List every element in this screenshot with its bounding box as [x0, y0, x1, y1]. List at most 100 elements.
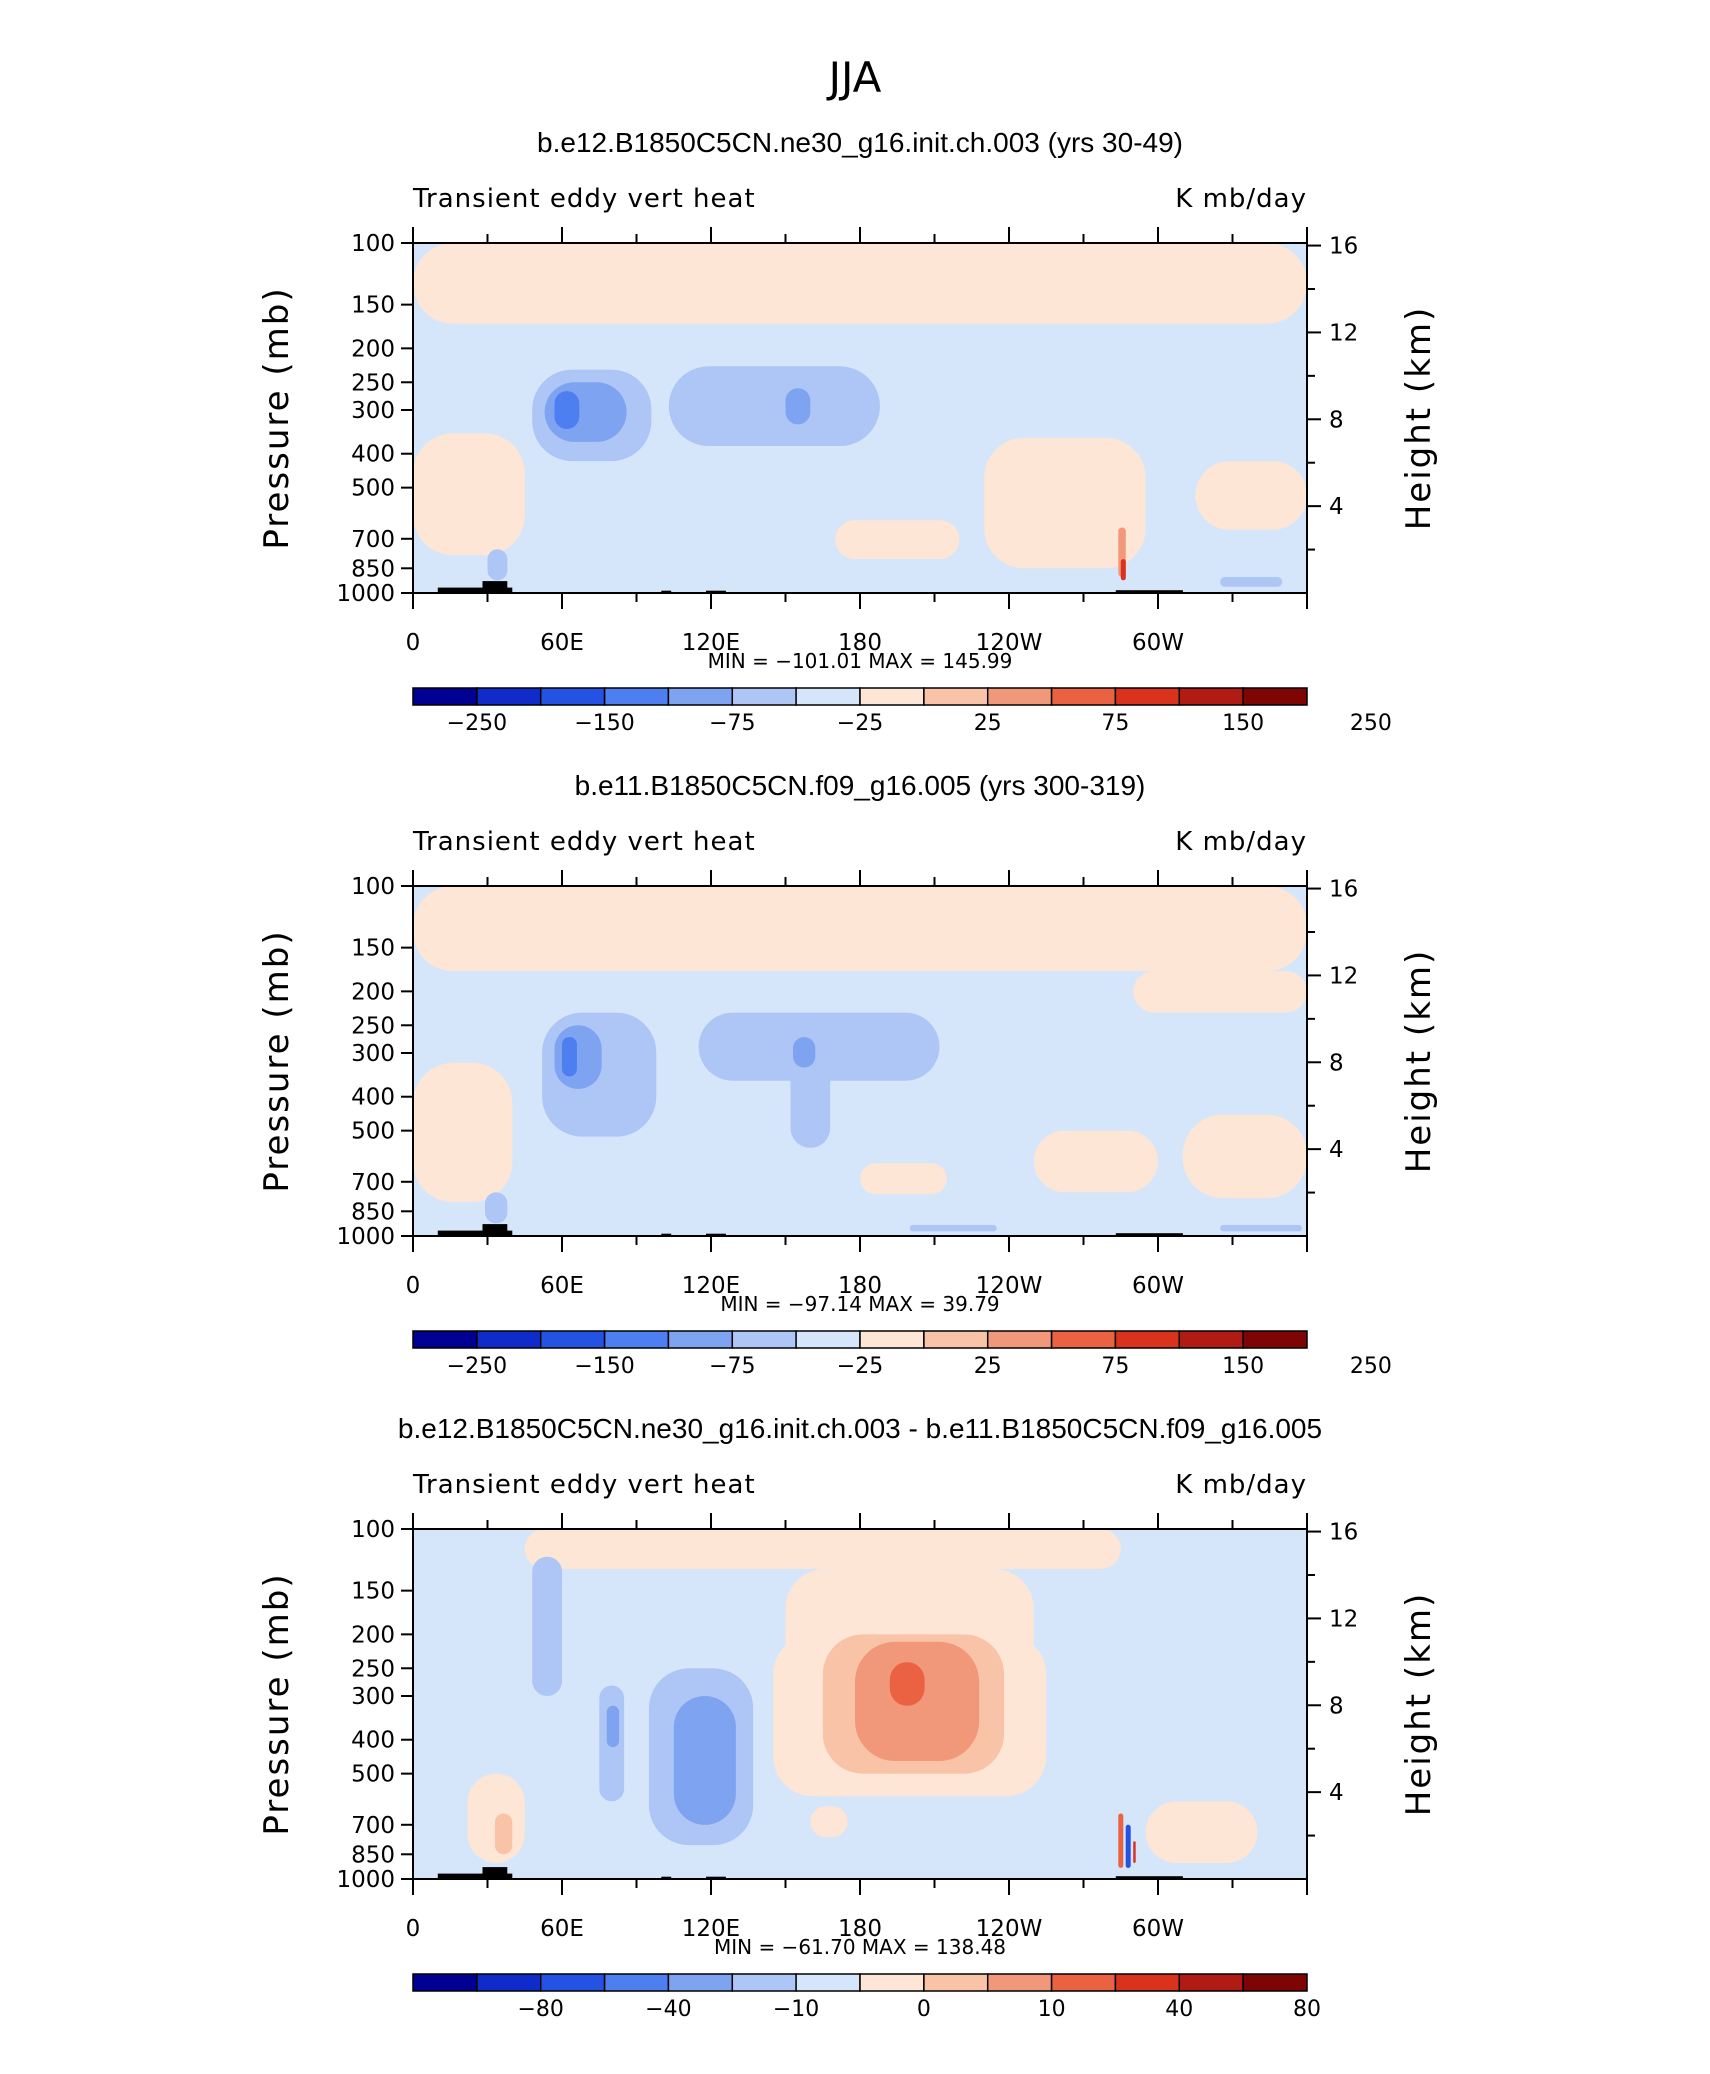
- colorbar-label: −40: [645, 1997, 691, 2022]
- left-string: Transient eddy vert heat: [412, 1470, 756, 1500]
- x-tick-label: 0: [406, 630, 421, 656]
- contour-region: [524, 1529, 1121, 1569]
- topography: [1115, 1876, 1183, 1879]
- y-right-tick-label: 8: [1329, 1693, 1344, 1719]
- colorbar-box: [1050, 1973, 1117, 1992]
- contour-region: [835, 520, 960, 559]
- colorbar-box: [1114, 687, 1181, 706]
- y-axis-label: Pressure (mb): [257, 1572, 297, 1835]
- contour-fill: [413, 1529, 1307, 1879]
- y-tick-label: 100: [351, 1517, 395, 1543]
- colorbar-label: −25: [837, 1354, 883, 1379]
- y-tick-label: 1000: [336, 1867, 395, 1893]
- contour-region: [532, 1556, 562, 1696]
- colorbar-label: 25: [974, 1354, 1002, 1379]
- left-string: Transient eddy vert heat: [412, 184, 756, 214]
- units-label: K mb/day: [1175, 184, 1307, 214]
- colorbar-box: [412, 1973, 478, 1992]
- colorbar-box: [1178, 1973, 1244, 1992]
- y-tick-label: 400: [351, 442, 395, 468]
- contour-fill: [413, 886, 1307, 1232]
- colorbar-label: 10: [1038, 1997, 1066, 2022]
- y-right-tick-label: 16: [1329, 234, 1358, 260]
- contour-region: [793, 1037, 816, 1068]
- colorbar-box: [795, 1973, 861, 1992]
- colorbar-label: 80: [1293, 1997, 1321, 2022]
- y-axis-label: Pressure (mb): [257, 286, 297, 549]
- units-label: K mb/day: [1175, 827, 1307, 857]
- y-tick-label: 200: [351, 979, 395, 1005]
- contour-region: [413, 1062, 513, 1203]
- contour-region: [889, 1662, 925, 1706]
- left-string: Transient eddy vert heat: [412, 827, 756, 857]
- topography: [1115, 590, 1183, 593]
- colorbar-label: −250: [447, 1354, 507, 1379]
- contour-region: [785, 388, 811, 425]
- contour-region: [1182, 1114, 1307, 1199]
- colorbar-box: [667, 1973, 734, 1992]
- y-tick-label: 150: [351, 293, 395, 319]
- colorbar-label: 25: [974, 711, 1002, 736]
- y-right-tick-label: 16: [1329, 1520, 1358, 1546]
- contour-region: [554, 1025, 602, 1089]
- y-right-tick-label: 16: [1329, 877, 1358, 903]
- colorbar-label: −250: [447, 711, 507, 736]
- colorbar-box: [986, 687, 1053, 706]
- contour-region: [1133, 971, 1307, 1013]
- y-tick-label: 300: [351, 1684, 395, 1710]
- colorbar-box: [986, 1330, 1053, 1349]
- topography: [661, 590, 672, 593]
- contour-region: [487, 549, 508, 581]
- colorbar-box: [923, 1330, 989, 1349]
- contour-region: [790, 1053, 831, 1148]
- y-right-axis-label: Height (km): [1399, 306, 1439, 531]
- y-right-axis-label: Height (km): [1399, 1592, 1439, 1817]
- y-tick-label: 400: [351, 1085, 395, 1111]
- contour-region: [698, 1012, 940, 1081]
- colorbar-box: [603, 1973, 670, 1992]
- y-tick-label: 200: [351, 336, 395, 362]
- contour-region: [1220, 577, 1283, 587]
- y-right-axis-label: Height (km): [1399, 949, 1439, 1174]
- x-tick-label: 0: [406, 1916, 421, 1942]
- topography: [482, 1867, 508, 1879]
- colorbar-label: 150: [1222, 711, 1264, 736]
- colorbar-box: [859, 687, 925, 706]
- x-tick-label: 120W: [976, 1916, 1043, 1942]
- colorbar-box: [986, 1973, 1053, 1992]
- y-tick-label: 100: [351, 231, 395, 257]
- panel-title: b.e12.B1850C5CN.ne30_g16.init.ch.003 - b…: [398, 1413, 1322, 1444]
- contour-region: [1125, 1824, 1131, 1868]
- colorbar-label: 0: [917, 1997, 931, 2022]
- colorbar-box: [1242, 687, 1308, 706]
- colorbar: −80 −40 −10 0 10 40 80: [412, 1973, 1321, 2022]
- x-tick-label: 120W: [976, 630, 1043, 656]
- topography: [706, 1233, 726, 1236]
- colorbar-label: −150: [574, 711, 634, 736]
- x-tick-label: 60E: [540, 630, 584, 656]
- colorbar: −250 −150 −75 −25 25 75 150 250: [412, 1330, 1392, 1379]
- y-right-tick-label: 4: [1329, 1780, 1344, 1806]
- panel-f09: b.e11.B1850C5CN.f09_g16.005 (yrs 300-319…: [257, 770, 1439, 1379]
- contour-region: [673, 1696, 736, 1825]
- colorbar-box: [667, 1330, 734, 1349]
- y-tick-label: 1000: [336, 581, 395, 607]
- colorbar-box: [412, 1330, 478, 1349]
- x-tick-label: 60W: [1132, 1916, 1184, 1942]
- colorbar-box: [1242, 1330, 1308, 1349]
- y-tick-label: 700: [351, 1813, 395, 1839]
- colorbar-box: [603, 1330, 670, 1349]
- contour-region: [413, 886, 1307, 972]
- topography: [482, 581, 508, 593]
- y-tick-label: 200: [351, 1622, 395, 1648]
- contour-region: [1220, 1225, 1302, 1232]
- contour-region: [413, 433, 525, 556]
- colorbar-box: [795, 687, 861, 706]
- y-right-tick-label: 12: [1329, 963, 1358, 989]
- x-tick-label: 120E: [682, 1273, 740, 1299]
- panel-title: b.e11.B1850C5CN.f09_g16.005 (yrs 300-319…: [575, 770, 1146, 801]
- colorbar-label: −75: [709, 711, 755, 736]
- contour-region: [1033, 1130, 1158, 1193]
- contour-region: [413, 243, 1307, 324]
- colorbar-box: [731, 687, 797, 706]
